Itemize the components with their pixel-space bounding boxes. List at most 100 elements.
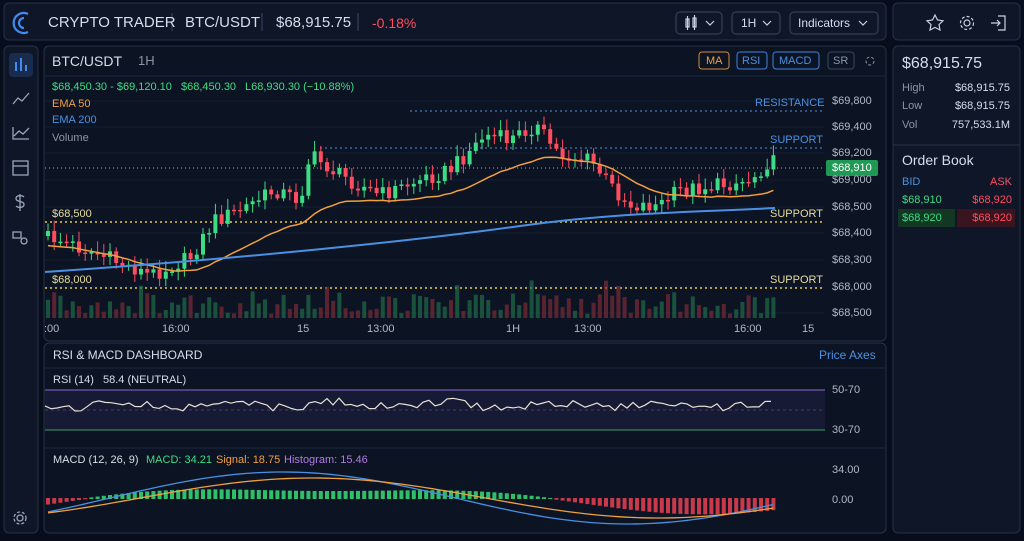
candle xyxy=(523,130,528,136)
volume-bar xyxy=(52,292,57,318)
macd-name: MACD (12, 26, 9) xyxy=(53,454,139,466)
volume-bar xyxy=(77,306,81,318)
histogram-bar xyxy=(560,498,565,501)
y-label: $69,000 xyxy=(832,174,872,186)
volume-bar xyxy=(647,308,652,318)
volume-bar xyxy=(89,305,94,318)
volume-bar xyxy=(337,292,342,318)
histogram-bar xyxy=(622,498,627,510)
candle xyxy=(436,181,441,183)
histogram-bar xyxy=(145,491,150,499)
volume-bar xyxy=(151,294,156,318)
volume-bar xyxy=(480,294,484,318)
candle xyxy=(374,187,379,194)
candle xyxy=(455,156,460,173)
candle xyxy=(504,130,509,144)
candle xyxy=(752,177,757,183)
histogram-bar xyxy=(120,493,125,499)
macd-value: MACD: 34.21 xyxy=(146,454,213,466)
histogram-bar xyxy=(573,498,577,503)
volume-bar xyxy=(554,295,559,318)
histogram-bar xyxy=(343,491,348,499)
histogram-bar xyxy=(108,495,112,499)
volume-bar xyxy=(697,305,701,318)
volume-bar xyxy=(132,313,137,318)
candle xyxy=(517,130,522,136)
histogram-bar xyxy=(101,495,106,499)
volume-bar xyxy=(281,294,286,318)
histogram-bar xyxy=(715,498,720,515)
histogram-bar xyxy=(294,490,298,499)
candle xyxy=(771,155,776,170)
candle xyxy=(480,139,484,143)
candle xyxy=(362,186,367,191)
volume-bar xyxy=(610,295,615,318)
candle xyxy=(486,134,491,140)
candle xyxy=(287,189,292,193)
price-axes-link[interactable]: Price Axes xyxy=(819,348,876,362)
histogram-bar xyxy=(591,498,596,505)
candle xyxy=(535,124,540,135)
volume-bar xyxy=(746,295,751,318)
histogram-bar xyxy=(442,490,447,499)
histogram-bar xyxy=(163,490,168,499)
rsi-lower: 30-70 xyxy=(832,424,861,436)
volume-bar xyxy=(709,310,714,318)
volume-bar xyxy=(331,300,336,318)
histogram-bar xyxy=(517,494,522,499)
candle xyxy=(746,181,751,184)
volume-bar xyxy=(83,313,88,318)
y-label: $68,300 xyxy=(832,254,872,266)
histogram-bar xyxy=(331,491,336,499)
volume-bar xyxy=(157,313,162,318)
indicator-toggle[interactable]: RSI xyxy=(742,55,761,67)
volume-bar xyxy=(362,301,367,318)
histogram-bar xyxy=(430,490,435,499)
volume-bar xyxy=(504,304,509,318)
indicator-toggle[interactable]: MA xyxy=(706,55,723,67)
y-label: $69,200 xyxy=(832,147,872,159)
volume-bar xyxy=(523,302,528,318)
price-tag: $68,910 xyxy=(832,162,872,174)
histogram-bar xyxy=(380,490,385,499)
histogram-bar xyxy=(356,490,360,499)
x-label: 13:00 xyxy=(574,323,602,335)
histogram-bar xyxy=(52,498,57,504)
y-label: $69,400 xyxy=(832,121,872,133)
histogram-bar xyxy=(461,490,466,499)
histogram-bar xyxy=(232,489,236,499)
candle xyxy=(194,254,199,260)
volume-bar xyxy=(455,285,460,318)
volume-bar xyxy=(597,294,602,318)
rsi-value: 58.4 (NEUTRAL) xyxy=(103,374,187,386)
volume-bar xyxy=(318,307,323,318)
candle xyxy=(591,153,596,164)
ticker-price: $68,915.75 xyxy=(902,55,983,72)
histogram-bar xyxy=(690,498,695,515)
volume-bar xyxy=(542,295,546,318)
candle xyxy=(653,204,658,211)
candle xyxy=(585,153,590,161)
indicator-toggle[interactable]: MACD xyxy=(779,55,812,67)
histogram-bar xyxy=(635,498,639,511)
candle xyxy=(597,163,602,174)
candle xyxy=(529,134,534,137)
ticker-value: $68,915.75 xyxy=(954,82,1010,94)
histogram-bar xyxy=(95,496,100,499)
volume-bar xyxy=(256,303,261,318)
ask-header: ASK xyxy=(989,176,1012,188)
histogram-bar xyxy=(684,498,689,515)
histogram-bar xyxy=(263,490,267,499)
indicator-toggle[interactable]: SR xyxy=(833,55,849,67)
histogram-bar xyxy=(176,489,181,499)
level-label: SUPPORT xyxy=(770,274,823,286)
indicators-select[interactable]: Indicators xyxy=(798,16,851,30)
histogram-bar xyxy=(542,497,546,499)
volume-bar xyxy=(287,308,292,318)
volume-bar xyxy=(139,285,143,318)
candle xyxy=(721,178,726,188)
volume-bar xyxy=(461,311,466,318)
candle xyxy=(219,214,224,224)
interval-select[interactable]: 1H xyxy=(741,16,757,30)
histogram-bar xyxy=(70,498,75,501)
